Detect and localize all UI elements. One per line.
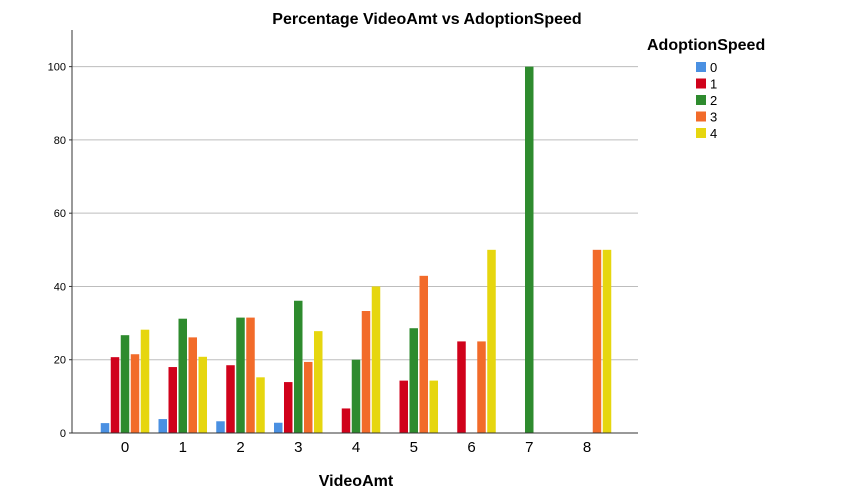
bar-videoamt-1-speed-2 [178, 318, 187, 433]
legend-label-4: 4 [710, 126, 717, 141]
bar-videoamt-2-speed-1 [226, 365, 235, 433]
x-tick-label: 6 [467, 439, 475, 456]
x-tick-label: 0 [121, 439, 129, 456]
x-tick-label: 3 [294, 439, 302, 456]
legend-swatch-0 [696, 62, 706, 72]
bar-videoamt-4-speed-4 [371, 286, 381, 433]
legend-swatch-1 [696, 78, 706, 89]
bar-videoamt-0-speed-0 [100, 423, 110, 433]
bar-videoamt-3-speed-2 [294, 300, 303, 433]
y-tick-label: 60 [54, 208, 66, 220]
bar-videoamt-4-speed-1 [341, 408, 351, 433]
bar-videoamt-5-speed-4 [429, 380, 438, 433]
bar-videoamt-2-speed-4 [256, 377, 265, 433]
legend: 0 12 34 [696, 60, 717, 141]
legend-swatch-4 [696, 128, 706, 138]
gridlines [72, 66, 638, 361]
y-tick-label: 100 [48, 62, 66, 74]
y-tick-label: 40 [54, 281, 66, 293]
legend-label-2: 2 [710, 93, 717, 108]
bar-videoamt-8-speed-4 [602, 249, 612, 433]
x-axis-ticks: 0 1 2 3 4 5 6 7 8 [121, 439, 591, 456]
legend-title: AdoptionSpeed [647, 37, 765, 54]
bar-videoamt-3-speed-4 [314, 331, 323, 433]
bar-videoamt-3-speed-0 [274, 422, 283, 433]
bar-videoamt-3-speed-3 [304, 361, 313, 433]
bar-videoamt-4-speed-3 [361, 311, 371, 433]
bar-videoamt-1-speed-4 [198, 356, 207, 433]
legend-label-1: 1 [710, 77, 717, 92]
bar-videoamt-2-speed-0 [216, 421, 225, 433]
x-tick-label: 1 [179, 439, 187, 456]
bar-videoamt-6-speed-3 [477, 341, 486, 433]
bar-videoamt-6-speed-4 [487, 249, 496, 433]
bar-videoamt-5-speed-3 [419, 275, 428, 433]
y-tick-label: 80 [54, 135, 66, 147]
y-tick-label: 20 [54, 355, 66, 367]
bar-videoamt-1-speed-1 [168, 367, 177, 433]
bar-videoamt-3-speed-1 [284, 382, 293, 433]
x-tick-label: 5 [410, 439, 418, 456]
bar-videoamt-2-speed-2 [236, 317, 245, 433]
x-tick-label: 7 [525, 439, 533, 456]
chart-title: Percentage VideoAmt vs AdoptionSpeed [272, 11, 581, 28]
bar-videoamt-5-speed-2 [409, 328, 418, 433]
bar-videoamt-1-speed-3 [188, 337, 197, 433]
y-tick-label: 0 [60, 428, 66, 440]
bar-videoamt-0-speed-1 [110, 357, 120, 433]
x-tick-label: 4 [352, 439, 360, 456]
bar-videoamt-2-speed-3 [246, 317, 255, 433]
legend-swatch-3 [696, 111, 706, 122]
legend-swatch-2 [696, 95, 706, 105]
x-axis-title: VideoAmt [319, 473, 394, 490]
x-tick-label: 2 [236, 439, 244, 456]
y-axis-ticks: 0 20 40 60 80 100 [48, 62, 72, 440]
bars [100, 66, 612, 434]
bar-videoamt-4-speed-2 [351, 359, 361, 433]
bar-videoamt-0-speed-2 [120, 335, 130, 433]
bar-videoamt-6-speed-1 [457, 341, 466, 433]
bar-videoamt-0-speed-3 [130, 354, 140, 433]
bar-videoamt-5-speed-1 [399, 380, 408, 433]
legend-label-3: 3 [710, 110, 717, 125]
legend-label-0: 0 [710, 60, 717, 75]
bar-videoamt-0-speed-4 [140, 329, 150, 433]
bar-videoamt-1-speed-0 [158, 419, 167, 433]
axes [71, 30, 638, 434]
bar-videoamt-8-speed-3 [592, 249, 602, 433]
bar-videoamt-7-speed-2 [525, 66, 534, 434]
x-tick-label: 8 [583, 439, 591, 456]
